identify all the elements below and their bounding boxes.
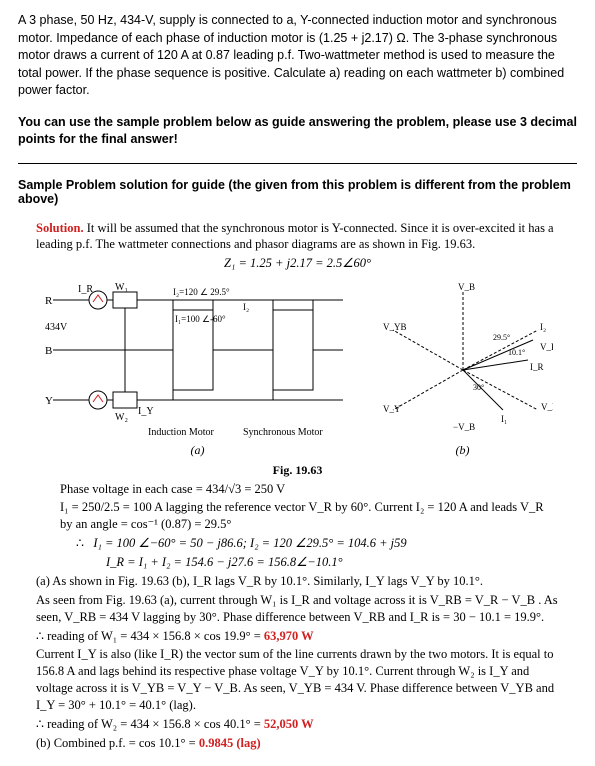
para-b: As seen from Fig. 19.63 (a), current thr… xyxy=(36,592,559,626)
phasor-svg: V_B I₂ V_R I_R V_RB I₁ V_Y V_YB 30° 29.5… xyxy=(373,280,553,440)
i1-line: I₁ = 250/2.5 = 100 A lagging the referen… xyxy=(36,499,559,533)
sub-label-a: (a) xyxy=(191,442,205,458)
svg-text:I_R: I_R xyxy=(530,362,544,372)
svg-text:Synchronous Motor: Synchronous Motor xyxy=(243,427,323,438)
eq-z-text: Z₁ = 1.25 + j2.17 = 2.5∠60° xyxy=(224,256,371,270)
svg-text:V_R: V_R xyxy=(540,342,553,352)
i1-vec: I₁ = 100 ∠−60° = 50 − j86.6; I₂ = 120 ∠2… xyxy=(93,536,406,550)
divider-line xyxy=(18,163,577,164)
svg-text:B: B xyxy=(45,345,52,357)
phasor-diagram: V_B I₂ V_R I_R V_RB I₁ V_Y V_YB 30° 29.5… xyxy=(373,280,553,458)
svg-text:10.1°: 10.1° xyxy=(508,348,525,357)
svg-text:I₁: I₁ xyxy=(501,414,507,424)
problem-text: A 3 phase, 50 Hz, 434-V, supply is conne… xyxy=(18,13,564,97)
pf-line: (b) Combined p.f. = cos 10.1° = 0.9845 (… xyxy=(36,735,559,752)
svg-text:R: R xyxy=(45,295,53,307)
svg-text:V_B: V_B xyxy=(458,282,475,292)
problem-statement: A 3 phase, 50 Hz, 434-V, supply is conne… xyxy=(18,12,577,100)
svg-text:V_RB: V_RB xyxy=(541,402,553,412)
sample-heading: Sample Problem solution for guide (the g… xyxy=(18,178,577,206)
svg-text:30°: 30° xyxy=(473,383,484,392)
solution-label: Solution. xyxy=(36,221,84,235)
pf-prefix: (b) Combined p.f. = cos 10.1° = xyxy=(36,736,199,750)
svg-text:V_YB: V_YB xyxy=(383,322,407,332)
svg-text:I₂=120 ∠ 29.5°: I₂=120 ∠ 29.5° xyxy=(173,287,230,297)
diagram-row: R B Y 434V I_R W₁ W₂ I_Y xyxy=(36,280,559,458)
svg-text:I₂: I₂ xyxy=(243,302,249,312)
instruction-block: You can use the sample problem below as … xyxy=(18,114,577,149)
w1-value: 63,970 W xyxy=(264,629,314,643)
w2-reading-line: ∴ reading of W₂ = 434 × 156.8 × cos 40.1… xyxy=(36,716,559,733)
solution-para-1: Solution. It will be assumed that the sy… xyxy=(36,220,559,254)
w1-reading-line: ∴ reading of W₁ = 434 × 156.8 × cos 19.9… xyxy=(36,628,559,645)
svg-text:I₁=100 ∠-60°: I₁=100 ∠-60° xyxy=(175,314,226,324)
svg-text:W₂: W₂ xyxy=(115,412,128,423)
para-c: Current I_Y is also (like I_R) the vecto… xyxy=(36,646,559,714)
pf-value: 0.9845 (lag) xyxy=(199,736,261,750)
sample-heading-text: Sample Problem solution for guide (the g… xyxy=(18,178,571,206)
instruction-text: You can use the sample problem below as … xyxy=(18,115,577,147)
figure-label: Fig. 19.63 xyxy=(36,462,559,478)
para-a: (a) As shown in Fig. 19.63 (b), I_R lags… xyxy=(36,573,559,590)
phase-voltage-line: Phase voltage in each case = 434/√3 = 25… xyxy=(36,481,559,498)
w1-prefix: ∴ reading of W₁ = 434 × 156.8 × cos 19.9… xyxy=(36,629,264,643)
svg-text:Induction Motor: Induction Motor xyxy=(148,427,214,438)
svg-text:V_Y: V_Y xyxy=(383,404,401,414)
w2-prefix: ∴ reading of W₂ = 434 × 156.8 × cos 40.1… xyxy=(36,717,264,731)
solution-p1: It will be assumed that the synchronous … xyxy=(36,221,554,252)
solution-block: Solution. It will be assumed that the sy… xyxy=(18,220,577,752)
svg-text:Y: Y xyxy=(45,395,53,407)
sub-label-b: (b) xyxy=(456,442,470,458)
i1-vector-line: ∴ I₁ = 100 ∠−60° = 50 − j86.6; I₂ = 120 … xyxy=(36,535,559,552)
w2-value: 52,050 W xyxy=(264,717,314,731)
svg-text:434V: 434V xyxy=(45,322,68,333)
svg-text:I_R: I_R xyxy=(78,284,93,295)
svg-text:−V_B: −V_B xyxy=(453,422,475,432)
svg-text:W₁: W₁ xyxy=(115,282,128,293)
svg-text:I_Y: I_Y xyxy=(138,406,154,417)
svg-text:29.5°: 29.5° xyxy=(493,333,510,342)
ir-vector-line: I_R = I₁ + I₂ = 154.6 − j27.6 = 156.8∠−1… xyxy=(36,554,559,571)
eq-z: Z₁ = 1.25 + j2.17 = 2.5∠60° xyxy=(36,255,559,272)
circuit-diagram: R B Y 434V I_R W₁ W₂ I_Y xyxy=(43,280,353,458)
svg-text:I₂: I₂ xyxy=(540,322,546,332)
circuit-svg: R B Y 434V I_R W₁ W₂ I_Y xyxy=(43,280,353,440)
